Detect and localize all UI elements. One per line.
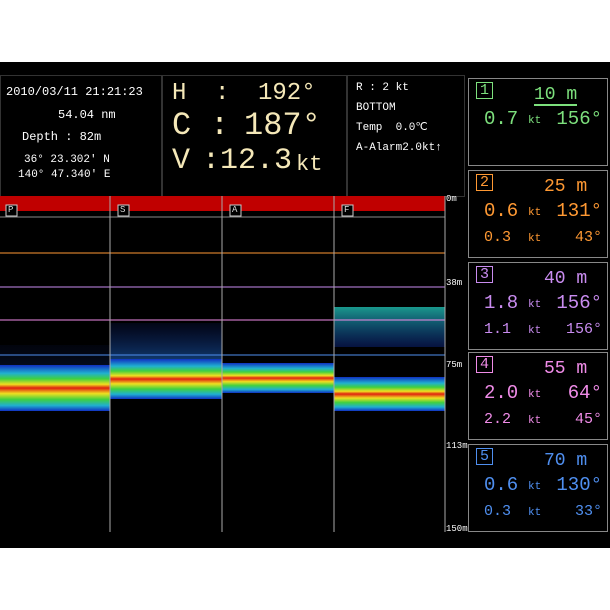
heading-sep: : [215,80,230,107]
direction: 156° [556,292,602,314]
heading-value: 192° [258,80,316,107]
marker-box [341,204,354,217]
speed: 0.3 [484,229,512,246]
echogram [0,196,446,532]
speed: 1.8 [484,292,519,314]
datetime: 2010/03/11 21:21:23 [6,85,143,99]
speed: 1.1 [484,321,512,338]
speed: 2.2 [484,411,512,428]
direction: 45° [574,411,602,428]
marker-label: A [232,205,238,215]
speed-unit: kt [528,389,542,401]
heading-value: 187° [244,107,321,144]
status-line: R : 2 kt [356,82,409,94]
status-line: Temp 0.0℃ [356,122,428,134]
layer-number: 4 [476,356,494,373]
marker-box [5,204,18,217]
speed: 0.7 [484,108,519,130]
heading-sep: : [210,107,230,144]
marker-label: P [8,205,14,215]
depth-scale: 75m [446,360,463,370]
layer-depth: 25 m [544,177,588,197]
speed-unit: kt [528,481,542,493]
current-panel [468,170,608,258]
marker-label: S [120,205,126,215]
echo-band [110,359,222,399]
direction: 64° [567,382,602,404]
layer-number: 5 [476,448,494,465]
layer-depth: 55 m [544,359,588,379]
direction: 131° [556,200,602,222]
speed: 0.3 [484,503,512,520]
current-panel [468,78,608,166]
speed-unit: kt [528,233,542,245]
status-line: BOTTOM [356,102,396,114]
echo-band [0,365,110,411]
status-line: A-Alarm2.0kt↑ [356,142,442,154]
direction: 156° [565,321,602,338]
echo-noise [110,323,222,363]
speed-unit: kt [528,325,542,337]
echo-noise [334,307,445,347]
depth-scale: 0m [446,194,457,204]
current-panel [468,262,608,350]
latitude: 36° 23.302' N [24,154,110,166]
marker-box [229,204,242,217]
heading-sep: :12.3 [202,144,293,178]
speed-unit: kt [528,115,542,127]
heading-label: C [172,107,192,144]
echo-band [222,363,334,393]
speed-unit: kt [528,507,542,519]
speed-unit: kt [528,207,542,219]
speed-unit: kt [528,299,542,311]
direction: 130° [556,474,602,496]
heading-label: V [172,144,191,178]
marker-box [117,204,130,217]
echo-band [334,377,445,411]
layer-depth: 10 m [534,85,578,106]
speed: 2.0 [484,382,519,404]
layer-number: 3 [476,266,494,283]
layer-depth: 40 m [544,269,588,289]
dividers [109,196,446,532]
speed: 0.6 [484,200,519,222]
direction: 156° [556,108,602,130]
distance: 54.04 nm [58,108,116,122]
depth-scale: 38m [446,278,463,288]
direction: 43° [574,229,602,246]
direction: 33° [574,503,602,520]
longitude: 140° 47.340' E [18,169,111,181]
heading-label: H [172,80,187,107]
layer-depth: 70 m [544,451,588,471]
layer-number: 1 [476,82,494,99]
heading-unit: kt [296,152,323,177]
current-panel [468,352,608,440]
speed: 0.6 [484,474,519,496]
layer-number: 2 [476,174,494,191]
marker-label: F [344,205,350,215]
current-panel [468,444,608,532]
speed-unit: kt [528,415,542,427]
depth-scale: 113m [446,441,468,451]
depth: Depth : 82m [22,130,102,144]
depth-scale: 150m [446,524,468,534]
